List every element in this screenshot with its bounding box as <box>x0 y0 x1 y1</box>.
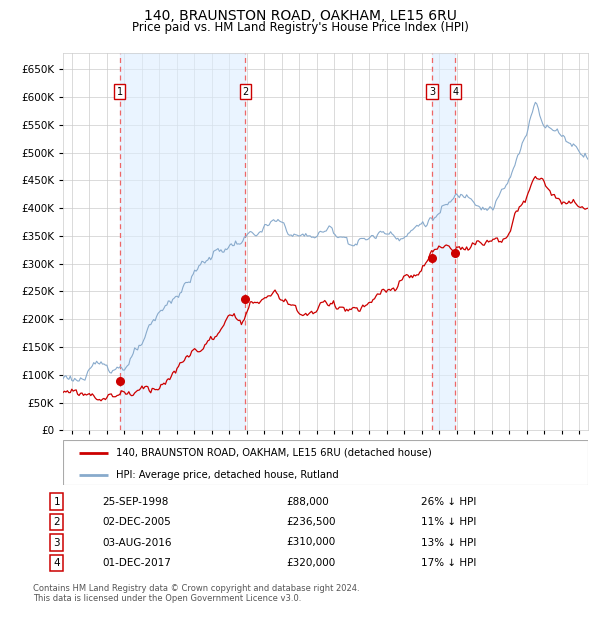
Text: £310,000: £310,000 <box>287 538 336 547</box>
Text: 1: 1 <box>116 87 122 97</box>
Text: 2: 2 <box>242 87 248 97</box>
Text: 11% ↓ HPI: 11% ↓ HPI <box>421 517 476 527</box>
Text: This data is licensed under the Open Government Licence v3.0.: This data is licensed under the Open Gov… <box>33 594 301 603</box>
Text: 140, BRAUNSTON ROAD, OAKHAM, LE15 6RU (detached house): 140, BRAUNSTON ROAD, OAKHAM, LE15 6RU (d… <box>115 448 431 458</box>
Text: HPI: Average price, detached house, Rutland: HPI: Average price, detached house, Rutl… <box>115 470 338 480</box>
FancyBboxPatch shape <box>63 440 588 485</box>
Text: 02-DEC-2005: 02-DEC-2005 <box>103 517 171 527</box>
Text: £236,500: £236,500 <box>287 517 336 527</box>
Text: Price paid vs. HM Land Registry's House Price Index (HPI): Price paid vs. HM Land Registry's House … <box>131 21 469 34</box>
Text: 01-DEC-2017: 01-DEC-2017 <box>103 558 172 568</box>
Text: 2: 2 <box>53 517 60 527</box>
Bar <box>119 53 245 430</box>
Text: 26% ↓ HPI: 26% ↓ HPI <box>421 497 476 507</box>
Text: 3: 3 <box>53 538 60 547</box>
Text: £320,000: £320,000 <box>287 558 336 568</box>
Text: 13% ↓ HPI: 13% ↓ HPI <box>421 538 476 547</box>
Text: 140, BRAUNSTON ROAD, OAKHAM, LE15 6RU: 140, BRAUNSTON ROAD, OAKHAM, LE15 6RU <box>143 9 457 24</box>
Text: 4: 4 <box>53 558 60 568</box>
Text: £88,000: £88,000 <box>287 497 329 507</box>
Text: 4: 4 <box>452 87 458 97</box>
Text: Contains HM Land Registry data © Crown copyright and database right 2024.: Contains HM Land Registry data © Crown c… <box>33 584 359 593</box>
Text: 17% ↓ HPI: 17% ↓ HPI <box>421 558 476 568</box>
Text: 1: 1 <box>53 497 60 507</box>
Text: 03-AUG-2016: 03-AUG-2016 <box>103 538 172 547</box>
Bar <box>432 53 455 430</box>
Text: 3: 3 <box>429 87 435 97</box>
Text: 25-SEP-1998: 25-SEP-1998 <box>103 497 169 507</box>
